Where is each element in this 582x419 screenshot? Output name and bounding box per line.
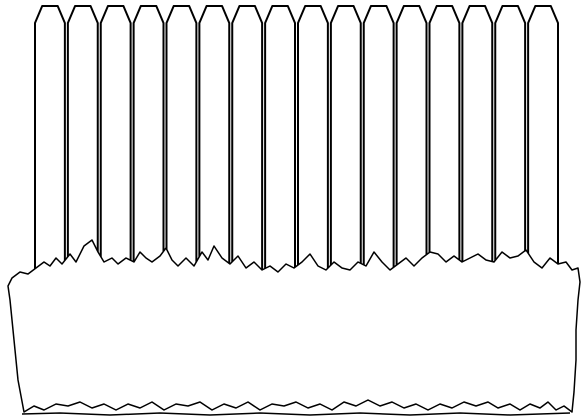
fence-picket bbox=[165, 5, 198, 301]
fence-picket bbox=[34, 5, 66, 301]
fence-picket bbox=[231, 5, 264, 301]
ground-line bbox=[21, 412, 571, 416]
bush-foliage bbox=[7, 239, 581, 413]
fence-picket bbox=[395, 5, 428, 301]
fence-picket bbox=[297, 5, 329, 301]
picket-fence bbox=[34, 5, 559, 301]
fence-picket bbox=[362, 5, 395, 301]
fence-picket bbox=[329, 5, 362, 301]
fence-picket bbox=[264, 5, 296, 301]
fence-picket bbox=[99, 5, 132, 301]
bush-layer bbox=[7, 239, 581, 413]
fence-picket bbox=[527, 5, 559, 301]
